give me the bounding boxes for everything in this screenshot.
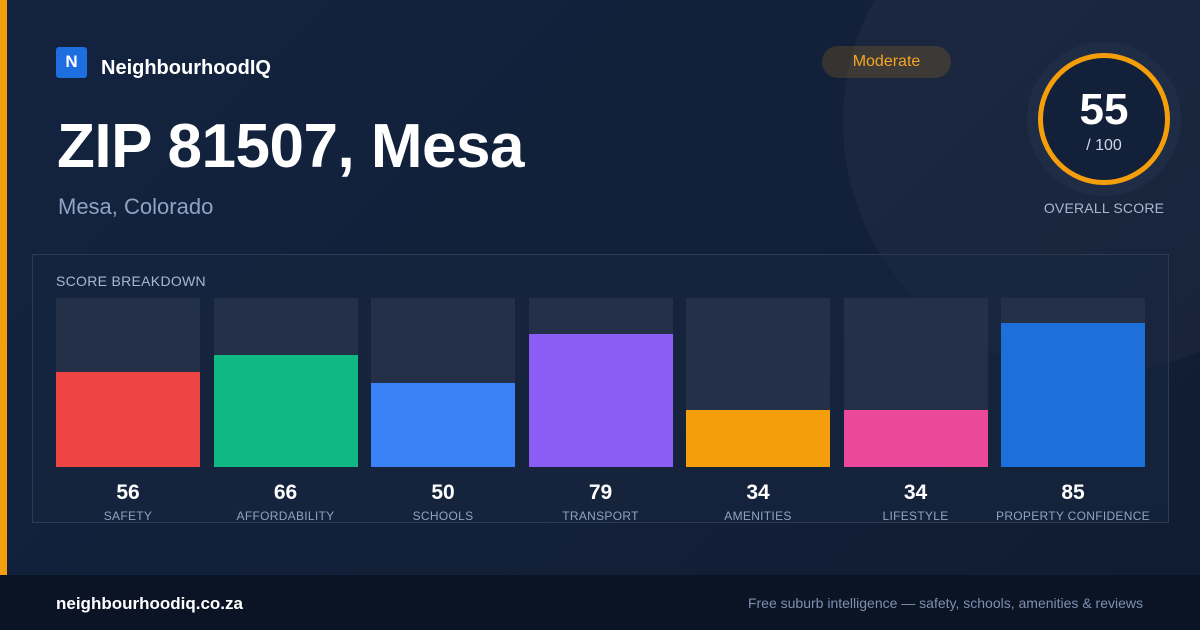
score-breakdown-title: SCORE BREAKDOWN	[56, 273, 206, 289]
score-bar-fill	[1001, 323, 1145, 467]
location-subtitle: Mesa, Colorado	[58, 194, 214, 219]
score-bar-value: 56	[116, 481, 140, 504]
overall-score-ring-inner: 55 / 100	[1038, 53, 1170, 185]
score-bar-safety: 56 SAFETY	[56, 298, 200, 523]
score-bar-fill	[213, 355, 358, 467]
footer-tagline: Free suburb intelligence — safety, schoo…	[747, 595, 1143, 611]
score-bar-fill	[371, 382, 515, 467]
score-bar-track	[528, 298, 673, 467]
score-bar-value: 85	[1061, 481, 1085, 504]
score-bar-track	[213, 298, 358, 467]
score-bar-label: SAFETY	[103, 509, 153, 523]
brand-logo-icon: N	[56, 46, 87, 78]
score-bar-label: PROPERTY CONFIDENCE	[996, 509, 1150, 523]
score-bar-fill	[686, 409, 830, 467]
score-bar-track	[1001, 298, 1145, 467]
overall-score-ring: 55 / 100	[1027, 42, 1181, 196]
score-bar-label: AFFORDABILITY	[236, 509, 335, 523]
accent-stripe	[0, 0, 7, 575]
footer-domain: neighbourhoodiq.co.za	[56, 594, 243, 613]
score-bar-value: 66	[273, 481, 298, 504]
score-bar-track	[843, 298, 988, 467]
score-bar-track	[686, 298, 830, 467]
footer: neighbourhoodiq.co.za Free suburb intell…	[0, 575, 1200, 630]
score-bar-fill	[56, 372, 200, 467]
rating-badge: Moderate	[822, 46, 951, 78]
score-bar-lifestyle: 34 LIFESTYLE	[843, 298, 988, 523]
score-bar-track	[371, 298, 515, 467]
brand-name: NeighbourhoodIQ	[101, 56, 271, 79]
score-bar-fill	[843, 409, 988, 467]
overall-score-max: / 100	[1086, 137, 1122, 154]
score-bar-value: 34	[746, 481, 770, 504]
score-bar-transport: 79 TRANSPORT	[528, 298, 673, 523]
score-bar-label: AMENITIES	[724, 509, 792, 523]
overall-score-value: 55	[1079, 85, 1129, 134]
score-bar-label: TRANSPORT	[562, 509, 639, 523]
score-bar-track	[56, 298, 200, 467]
score-breakdown-bars: 56 SAFETY 66 AFFORDABILITY 50 SCHOOLS 79 TRANSP…	[56, 298, 1150, 523]
score-bar-schools: 50 SCHOOLS	[371, 298, 515, 523]
brand: N NeighbourhoodIQ	[56, 46, 271, 79]
page-title: ZIP 81507, Mesa	[57, 112, 525, 181]
score-bar-value: 79	[588, 481, 613, 504]
overall-score-caption: OVERALL SCORE	[1043, 200, 1165, 216]
score-bar-amenities: 34 AMENITIES	[686, 298, 830, 523]
score-bar-label: SCHOOLS	[412, 509, 474, 523]
score-bar-label: LIFESTYLE	[882, 509, 949, 523]
score-breakdown-panel: SCORE BREAKDOWN 56 SAFETY 66 AFFORDABILITY 5…	[32, 254, 1169, 523]
score-bar-property-confidence: 85 PROPERTY CONFIDENCE	[996, 298, 1150, 523]
score-bar-value: 50	[431, 481, 455, 504]
score-bar-affordability: 66 AFFORDABILITY	[213, 298, 358, 523]
score-bar-value: 34	[903, 481, 928, 504]
score-bar-fill	[528, 333, 673, 467]
